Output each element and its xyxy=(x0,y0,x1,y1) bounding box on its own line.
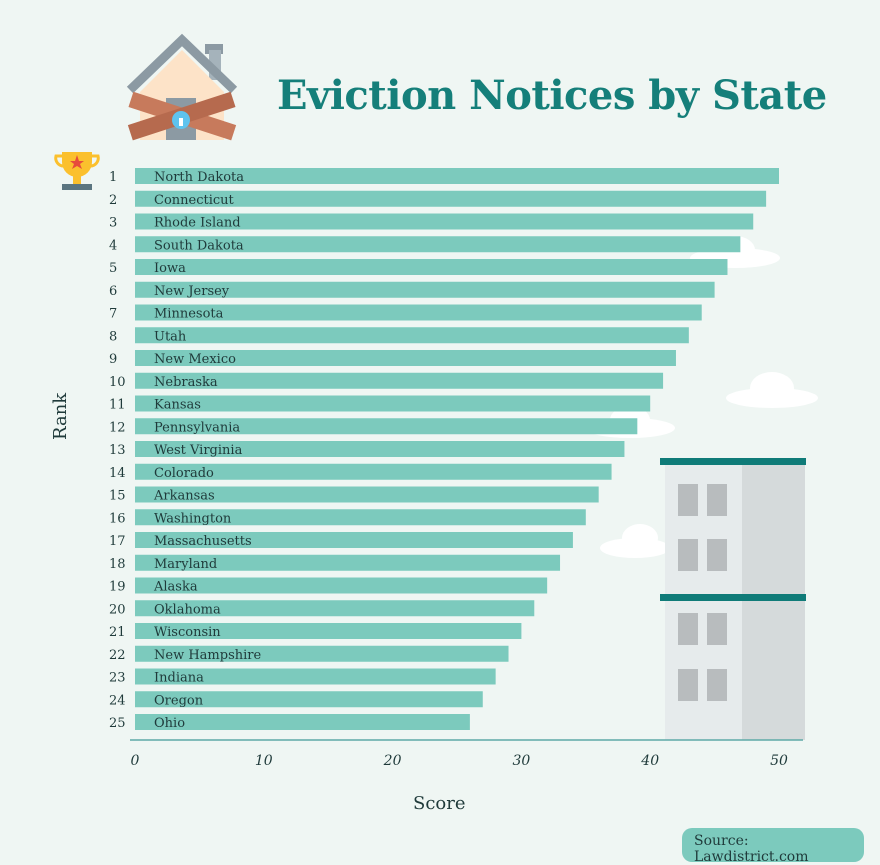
x-axis-label: Score xyxy=(413,793,466,814)
bar xyxy=(135,395,651,412)
category-label: New Mexico xyxy=(154,352,236,367)
bar xyxy=(135,486,599,503)
x-tick-label: 0 xyxy=(131,753,140,769)
rank-label: 9 xyxy=(109,352,117,367)
rank-label: 3 xyxy=(109,216,117,231)
category-label: Pennsylvania xyxy=(154,420,240,435)
rank-label: 16 xyxy=(109,511,126,526)
bar xyxy=(135,623,522,639)
bar xyxy=(135,600,535,617)
category-label: Alaska xyxy=(153,580,198,595)
rank-label: 19 xyxy=(109,580,126,595)
x-tick-label: 50 xyxy=(770,753,788,769)
category-label: Maryland xyxy=(154,557,217,572)
category-label: Nebraska xyxy=(154,375,218,390)
category-label: Iowa xyxy=(154,261,186,276)
bar xyxy=(135,714,470,730)
bar xyxy=(135,554,561,571)
category-label: Washington xyxy=(154,511,232,526)
trophy-icon xyxy=(54,152,100,190)
rank-label: 5 xyxy=(109,261,117,276)
rank-label: 20 xyxy=(109,602,126,617)
x-tick-label: 30 xyxy=(512,753,530,769)
category-label: Arkansas xyxy=(153,489,215,504)
rank-label: 23 xyxy=(109,671,126,686)
x-tick-label: 10 xyxy=(255,753,273,769)
rank-label: 18 xyxy=(109,557,126,572)
bar xyxy=(135,418,638,435)
rank-label: 4 xyxy=(109,238,117,253)
bar xyxy=(135,668,496,685)
category-label: Minnesota xyxy=(154,307,224,322)
bar xyxy=(135,441,625,457)
category-label: New Hampshire xyxy=(154,648,261,663)
bar xyxy=(135,213,754,230)
bar xyxy=(135,350,676,366)
bar xyxy=(135,463,612,480)
bar xyxy=(135,281,715,298)
category-label: West Virginia xyxy=(154,443,243,458)
chart-title: Eviction Notices by State xyxy=(277,72,827,119)
bar xyxy=(135,645,509,662)
category-label: North Dakota xyxy=(154,170,244,185)
bar xyxy=(135,259,728,275)
rank-label: 13 xyxy=(109,443,126,458)
bar xyxy=(135,236,741,253)
rank-label: 22 xyxy=(109,648,126,663)
category-label: New Jersey xyxy=(154,284,230,299)
category-label: South Dakota xyxy=(154,238,244,253)
category-label: Wisconsin xyxy=(154,625,221,640)
rank-label: 7 xyxy=(109,307,117,322)
bar xyxy=(135,304,702,321)
category-label: Ohio xyxy=(154,716,185,731)
bar xyxy=(135,327,689,344)
bar xyxy=(135,190,767,207)
bar xyxy=(135,168,779,184)
x-tick-label: 20 xyxy=(383,753,402,769)
rank-label: 11 xyxy=(109,398,126,413)
bar xyxy=(135,509,586,526)
category-label: Oklahoma xyxy=(154,602,221,617)
category-label: Connecticut xyxy=(154,193,235,208)
category-label: Utah xyxy=(154,329,187,344)
rank-label: 12 xyxy=(109,420,126,435)
rank-label: 1 xyxy=(109,170,117,185)
category-label: Massachusetts xyxy=(154,534,252,549)
rank-label: 21 xyxy=(109,625,126,640)
rank-label: 15 xyxy=(109,489,126,504)
bar xyxy=(135,577,548,594)
rank-label: 8 xyxy=(109,329,117,344)
category-label: Colorado xyxy=(154,466,214,481)
category-label: Kansas xyxy=(154,398,201,413)
rank-label: 14 xyxy=(109,466,126,481)
x-tick-label: 40 xyxy=(640,753,659,769)
bar xyxy=(135,372,664,389)
rank-label: 17 xyxy=(109,534,126,549)
y-axis-label: Rank xyxy=(50,392,71,440)
rank-label: 10 xyxy=(109,375,126,390)
category-label: Rhode Island xyxy=(154,216,241,231)
bar xyxy=(135,532,573,548)
rank-label: 25 xyxy=(109,716,126,731)
category-label: Oregon xyxy=(154,693,204,708)
house-icon xyxy=(126,33,238,141)
rank-label: 6 xyxy=(109,284,117,299)
category-label: Indiana xyxy=(154,671,204,686)
building-icon xyxy=(660,458,806,740)
rank-label: 2 xyxy=(109,193,117,208)
bar xyxy=(135,691,483,708)
rank-label: 24 xyxy=(109,693,126,708)
